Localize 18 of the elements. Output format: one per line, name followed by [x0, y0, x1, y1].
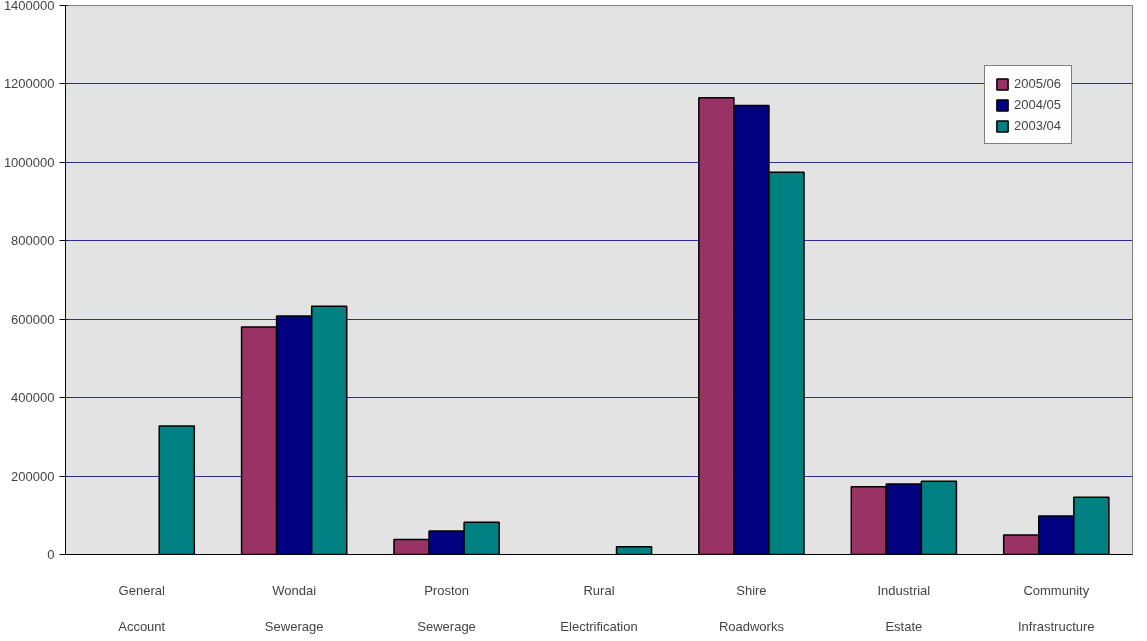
category-label: Wondai Sewerage [264, 582, 324, 634]
legend-label: 2005/06 [1014, 76, 1061, 91]
category-label: Proston Sewerage [417, 582, 476, 634]
y-tick-label: 600000 [11, 311, 55, 327]
y-tick-label: 1000000 [3, 154, 55, 170]
y-tick-label: 0 [47, 547, 55, 562]
y-tick-label: 1400000 [3, 0, 55, 13]
y-tick-label: 200000 [11, 468, 55, 484]
category-label: Rural Electrification [560, 582, 638, 634]
category-label: Shire Roadworks [718, 582, 784, 634]
legend-label: 2003/04 [1014, 118, 1061, 133]
y-tick-label: 1200000 [3, 76, 55, 92]
category-label: Industrial Estate [877, 582, 931, 634]
y-tick-label: 400000 [11, 390, 55, 406]
legend-label: 2004/05 [1014, 97, 1061, 112]
category-label: General Account [118, 582, 166, 634]
y-tick-label: 800000 [11, 233, 55, 249]
category-label: Community Infrastructure [1017, 582, 1095, 634]
